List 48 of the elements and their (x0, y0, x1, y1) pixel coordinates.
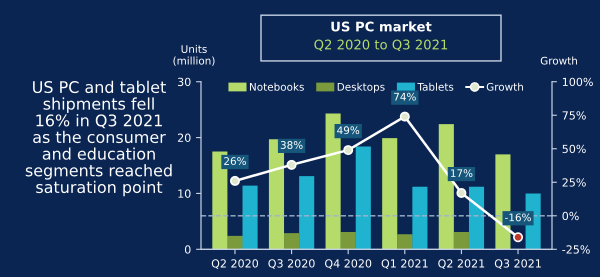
bar (242, 186, 258, 250)
legend-label: Notebooks (250, 82, 304, 91)
legend-label: Growth (486, 82, 523, 91)
point (230, 176, 240, 186)
point (343, 145, 354, 156)
bar (454, 232, 469, 250)
bar (468, 186, 484, 250)
data-label: 38% (280, 141, 303, 149)
point (456, 188, 466, 198)
legend-label: Desktops (338, 82, 385, 93)
y-tick-label: 30 (178, 78, 191, 86)
x-tick-label: Q1 2021 (382, 259, 428, 269)
point (286, 160, 297, 170)
data-label: 26% (224, 157, 246, 166)
y-tick-label: 10 (178, 189, 191, 198)
y2-axis-title: Growth (540, 56, 577, 65)
y2-tick-label: 100% (562, 78, 593, 86)
data-label: -16% (505, 213, 531, 222)
bar (340, 232, 356, 250)
y2-tick-label: 75% (562, 111, 586, 120)
chart-title: US PC market (331, 21, 432, 32)
y-tick-label: 20 (178, 134, 191, 142)
x-tick-label: Q2 2020 (212, 259, 258, 269)
x-tick-label: Q3 2020 (268, 259, 315, 269)
data-label: 49% (337, 126, 360, 134)
y-tick-label: 0 (184, 245, 191, 254)
bar (299, 176, 314, 250)
point (400, 112, 410, 122)
chart-subtitle: Q2 2020 to Q3 2021 (314, 40, 448, 52)
y2-tick-label: 50% (562, 144, 586, 154)
bar (227, 236, 243, 250)
text: US PC and tablet shipments fell 16% in Q3 2021 as the consumer and education segments reached saturation point (26, 80, 172, 196)
point (513, 232, 524, 242)
legend-label: Tablets (417, 82, 454, 91)
y2-tick-label: 25% (562, 178, 586, 187)
data-label: 74% (394, 92, 416, 101)
x-tick-label: Q2 2021 (438, 259, 484, 269)
bar (284, 233, 300, 250)
bar (412, 186, 428, 250)
x-tick-label: Q4 2020 (325, 259, 372, 269)
bar (356, 146, 371, 250)
x-tick-label: Q3 2021 (494, 259, 541, 269)
bar (397, 234, 412, 250)
y2-tick-label: -25% (562, 245, 590, 254)
bar (382, 138, 398, 250)
y-axis-title: Units (million) (173, 44, 214, 66)
y2-tick-label: 0% (562, 212, 579, 220)
data-label: 17% (450, 169, 472, 178)
